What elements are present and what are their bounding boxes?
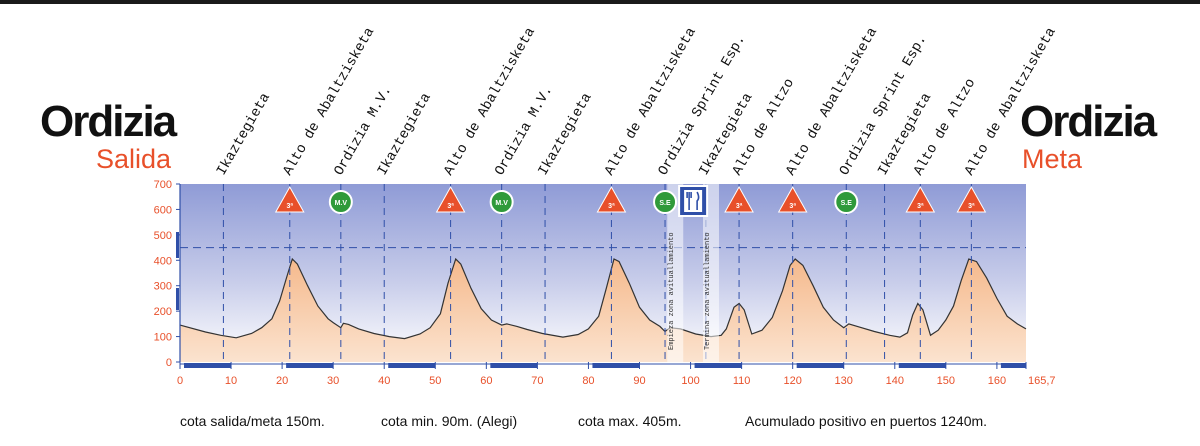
x-tick-label: 0 [177,375,183,387]
footer-climbing-total: Acumulado positivo en puertos 1240m. [745,413,988,429]
y-tick-label: 400 [154,255,172,267]
x-tick-label: 30 [327,375,339,387]
footer-min-altitude: cota min. 90m. (Alegi) [381,413,518,429]
start-label: Salida [96,144,172,174]
y-tick-label: 0 [166,357,172,369]
climb-marker-icon [435,185,466,213]
x-axis-segment [388,363,436,368]
x-tick-label: 80 [582,375,594,387]
climb-category-label: 3ª [917,203,924,210]
sprint-marker-icon [834,190,859,214]
waypoint-label: Alto de Abaltzisketa [962,25,1060,179]
y-tick-label: 300 [154,281,172,293]
x-axis-segment [592,363,640,368]
x-tick-label: 160 [988,375,1006,387]
waypoint-label: Alto de Abaltzisketa [602,25,700,179]
sprint-marker-label: S.E [659,200,671,207]
x-tick-label: 130 [835,375,853,387]
finish-label: Meta [1022,144,1083,174]
elevation-line [179,257,1027,340]
x-tick-label: 10 [225,375,237,387]
climb-marker-icon [777,185,808,213]
x-tick-label: 110 [733,375,751,387]
climb-marker-icon [596,185,627,213]
footer-start-altitude: cota salida/meta 150m. [180,413,325,429]
climb-category-label: 3ª [608,203,615,210]
climb-category-label: 3ª [736,203,743,210]
y-tick-label: 600 [154,204,172,216]
y-tick-label: 700 [154,179,172,191]
x-axis-segment [184,363,232,368]
x-tick-label: 40 [378,375,390,387]
x-tick-label: 120 [783,375,801,387]
feed-zone-end-label: Termina zona avituallamiento [704,232,712,350]
y-tick-label: 500 [154,230,172,242]
x-tick-label: 70 [531,375,543,387]
waypoint-label: Alto de Abaltzisketa [783,25,881,179]
x-axis-segment [694,363,742,368]
feed-zone-start-band [667,184,684,362]
x-axis-segment [286,363,334,368]
feed-zone-start-label: Empieza zona avituallamiento [668,232,676,350]
y-tick-label: 100 [154,332,172,344]
footer-max-altitude: cota max. 405m. [578,413,682,429]
elevation-area [180,259,1026,362]
climb-marker-icon [956,185,987,213]
sprint-marker-label: M.V [495,200,508,207]
y-axis-segment [176,288,179,310]
x-tick-label: 165,7 [1028,375,1056,387]
cutlery-icon [686,191,700,210]
climb-category-label: 3ª [968,203,975,210]
climb-category-label: 3ª [287,203,294,210]
sprint-marker-icon [328,190,353,214]
x-axis-segment [1000,363,1026,368]
climb-category-label: 3ª [447,203,454,210]
x-tick-label: 150 [937,375,955,387]
y-axis-segment [176,232,179,258]
x-axis-segment [796,363,844,368]
x-axis-segment [898,363,946,368]
sprint-marker-label: S.E [841,200,853,207]
top-border [0,0,1200,4]
waypoint-label: Alto de Abaltzisketa [280,25,378,179]
waypoint-label: Alto de Abaltzisketa [441,25,539,179]
start-city-title: Ordizia [40,97,177,146]
feed-zone-end-band [702,184,719,362]
sprint-marker-label: M.V [335,200,348,207]
climb-marker-icon [274,185,305,213]
sprint-marker-icon [653,190,678,214]
climb-category-label: 3ª [789,203,796,210]
x-tick-label: 50 [429,375,441,387]
climb-marker-icon [724,185,754,213]
x-tick-label: 140 [886,375,904,387]
waypoint-label: Ikaztegieta [214,90,274,178]
y-tick-label: 200 [154,306,172,318]
finish-city-title: Ordizia [1020,97,1157,146]
x-tick-label: 100 [681,375,699,387]
x-tick-label: 90 [633,375,645,387]
x-axis-segment [490,363,538,368]
climb-marker-icon [905,185,936,213]
x-tick-label: 60 [480,375,492,387]
sprint-marker-icon [489,190,514,214]
x-tick-label: 20 [276,375,288,387]
